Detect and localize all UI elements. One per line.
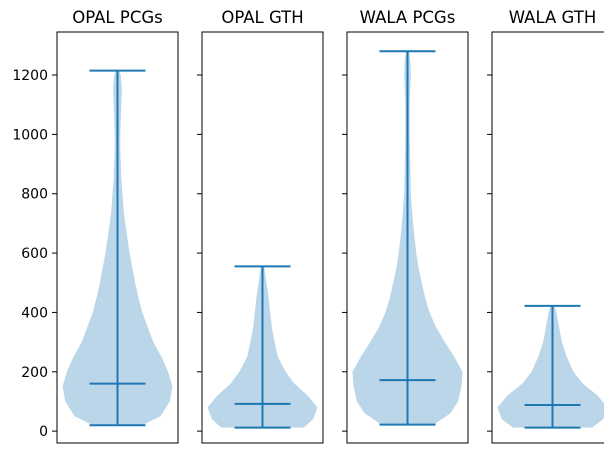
violin-panel-4: [498, 306, 604, 428]
y-tick-label: 400: [21, 305, 48, 321]
violin-body: [498, 306, 604, 428]
panel-title: WALA GTH: [509, 8, 597, 27]
y-tick-label: 1000: [12, 127, 48, 143]
violin-panel-1: [63, 71, 173, 426]
violin-panel-2: [208, 266, 318, 427]
y-tick-label: 600: [21, 246, 48, 262]
y-tick-label: 800: [21, 187, 48, 203]
violin-panel-3: [353, 51, 463, 424]
panel-title: OPAL PCGs: [72, 8, 162, 27]
y-tick-label: 200: [21, 365, 48, 381]
panel-title: WALA PCGs: [360, 8, 456, 27]
y-tick-label: 0: [39, 424, 48, 440]
y-tick-label: 1200: [12, 68, 48, 84]
panel-title: OPAL GTH: [221, 8, 303, 27]
